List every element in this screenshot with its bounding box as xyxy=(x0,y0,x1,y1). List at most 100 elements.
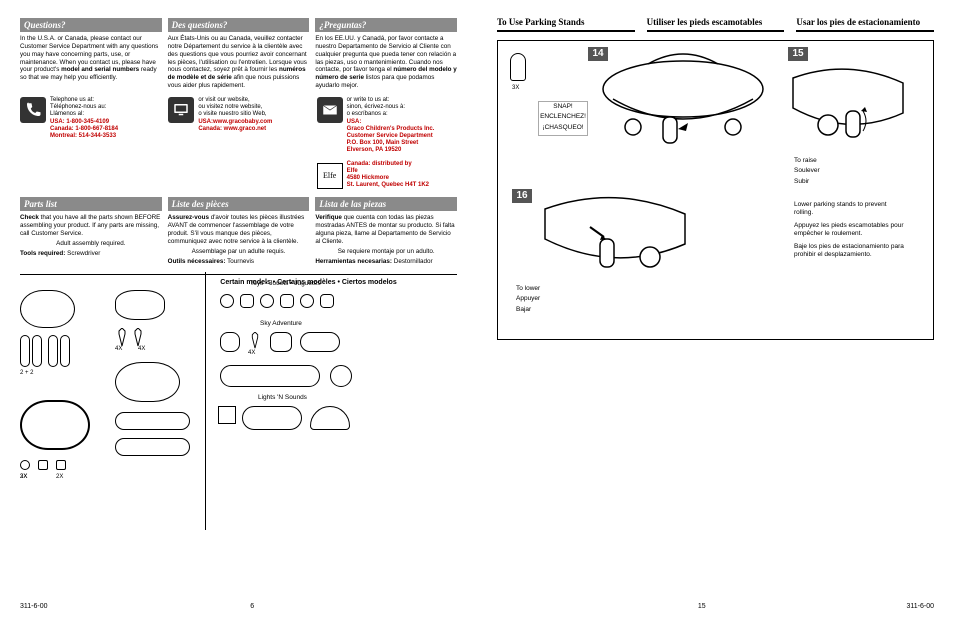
lower-en: To lower xyxy=(516,285,540,293)
label: Téléphonez-nous au: xyxy=(50,104,118,111)
phone-block: Telephone us at: Téléphonez-nous au: Llá… xyxy=(20,97,160,189)
step-number-16: 16 xyxy=(512,189,532,203)
web-usa: USA:www.gracobaby.com xyxy=(198,119,272,126)
parts-header-fr: Liste des pièces xyxy=(168,197,310,211)
label: o visite nuestro sitio Web, xyxy=(198,111,272,118)
header-en: To Use Parking Stands xyxy=(497,18,635,32)
snap-label: SNAP! ENCLENCHEZ! ¡CHASQUEO! xyxy=(538,101,588,136)
qty-label: 3X xyxy=(512,85,519,91)
parts-illustration-area: 2 + 2 3X 2X 2X 4X 4X Toys • Jouets • Jug… xyxy=(20,290,457,540)
header-es: Usar los pies de estacionamiento xyxy=(796,18,934,32)
text-bold: Herramientas necesarias: xyxy=(315,258,392,265)
label: Llámenos al: xyxy=(50,111,118,118)
part-seat-ring xyxy=(20,290,75,328)
part-bar xyxy=(115,438,190,456)
lower-caption: To lower Appuyer Bajar xyxy=(516,285,540,316)
text: Assemblage par un adulte requis. xyxy=(168,248,310,256)
lights-sounds-label: Lights 'N Sounds xyxy=(258,394,307,401)
snap-fr: ENCLENCHEZ! xyxy=(540,113,586,121)
part-bar xyxy=(115,412,190,430)
addr-label: USA: xyxy=(347,119,435,126)
addr: Elfe xyxy=(347,168,429,175)
parts-row: Parts list Check that you have all the p… xyxy=(20,197,457,270)
parts-header-es: Lista de las piezas xyxy=(315,197,457,211)
part-toy-star xyxy=(218,406,236,424)
mail-block: or write to us at: sinon, écrivez-nous à… xyxy=(317,97,457,189)
part-toy xyxy=(320,294,334,308)
left-page: Questions? In the U.S.A. or Canada, plea… xyxy=(0,0,477,618)
questions-header-es: ¿Preguntas? xyxy=(315,18,457,32)
part-toy-handle xyxy=(310,406,350,430)
questions-body-fr: Aux États-Unis ou au Canada, veuillez co… xyxy=(168,32,310,93)
step-number-15: 15 xyxy=(788,47,808,61)
mail-text: or write to us at: sinon, écrivez-nous à… xyxy=(347,97,435,155)
left-footer: 311-6-00 6 xyxy=(20,603,457,610)
part-leg xyxy=(32,335,42,367)
part-toy xyxy=(260,294,274,308)
text: Destornillador xyxy=(392,258,433,265)
raise-es: Subir xyxy=(794,178,820,186)
phone-canada: Canada: 1-800-667-8184 xyxy=(50,126,118,133)
illustration-14 xyxy=(593,49,768,159)
addr: Customer Service Department xyxy=(347,133,435,140)
phone-usa: USA: 1-800-345-4109 xyxy=(50,119,118,126)
elfe-logo: Elfe xyxy=(317,163,343,189)
part-toy xyxy=(300,332,340,352)
parts-body-es: Verifique que cuenta con todas las pieza… xyxy=(315,211,457,270)
text-bold: model and serial numbers xyxy=(61,66,139,73)
part-wheel xyxy=(20,460,30,470)
web-canada: Canada: www.graco.net xyxy=(198,126,272,133)
text: Se requiere montaje por un adulto. xyxy=(315,248,457,256)
sky-adventure-label: Sky Adventure xyxy=(260,320,302,327)
part-toy xyxy=(240,294,254,308)
part-leg xyxy=(60,335,70,367)
phone-icon xyxy=(20,97,46,123)
phone-montreal: Montreal: 514-344-3533 xyxy=(50,133,118,140)
lower-desc-en: Lower parking stands to prevent rolling. xyxy=(794,201,904,218)
text-bold: Assurez-vous xyxy=(168,214,209,221)
web-text: or visit our website, ou visitez notre w… xyxy=(198,97,272,133)
doc-code: 311-6-00 xyxy=(906,603,934,610)
qty-label: 2 + 2 xyxy=(20,370,34,376)
text: that you have all the parts shown BEFORE… xyxy=(20,214,160,237)
page-number: 15 xyxy=(698,603,706,610)
parts-header-en: Parts list xyxy=(20,197,162,211)
lower-desc-es: Baje los pies de estacionamiento para pr… xyxy=(794,243,904,260)
text-bold: Verifique xyxy=(315,214,342,221)
snap-en: SNAP! xyxy=(540,103,586,111)
page-number: 6 xyxy=(250,603,254,610)
right-headers: To Use Parking Stands Utiliser les pieds… xyxy=(497,18,934,32)
part-toy-bar xyxy=(220,365,320,387)
part-toy-console xyxy=(242,406,302,430)
right-page: To Use Parking Stands Utiliser les pieds… xyxy=(477,0,954,618)
raise-fr: Soulever xyxy=(794,167,820,175)
label: Telephone us at: xyxy=(50,97,118,104)
part-toy xyxy=(280,294,294,308)
illustration-15 xyxy=(788,63,908,153)
qty-label: 2X xyxy=(56,474,63,480)
contact-row: Telephone us at: Téléphonez-nous au: Llá… xyxy=(20,97,457,189)
questions-header-fr: Des questions? xyxy=(168,18,310,32)
lower-desc-fr: Appuyez les pieds escamotables pour empê… xyxy=(794,222,904,239)
qty-label: 4X xyxy=(138,346,145,352)
web-block: or visit our website, ou visitez notre w… xyxy=(168,97,308,189)
screw-icon xyxy=(250,332,260,352)
questions-body-es: En los EE.UU. y Canadá, por favor contac… xyxy=(315,32,457,93)
label: or write to us at: xyxy=(347,97,435,104)
addr: St. Laurent, Quebec H4T 1K2 xyxy=(347,182,429,189)
part-cap xyxy=(56,460,66,470)
toys-label: Toys • Jouets • Juguetes xyxy=(250,280,321,287)
text-bold: Tools required: xyxy=(20,250,65,257)
part-frame xyxy=(115,362,180,402)
part-tray xyxy=(115,290,165,320)
snap-es: ¡CHASQUEO! xyxy=(540,124,586,132)
part-leg xyxy=(48,335,58,367)
lower-fr: Appuyer xyxy=(516,295,540,303)
questions-header-en: Questions? xyxy=(20,18,162,32)
illustration-16 xyxy=(540,189,690,279)
label: sinon, écrivez-nous à: xyxy=(347,104,435,111)
right-footer: 15 311-6-00 xyxy=(497,603,934,610)
addr: Graco Children's Products Inc. xyxy=(347,126,435,133)
label: or visit our website, xyxy=(198,97,272,104)
part-base xyxy=(20,400,90,450)
